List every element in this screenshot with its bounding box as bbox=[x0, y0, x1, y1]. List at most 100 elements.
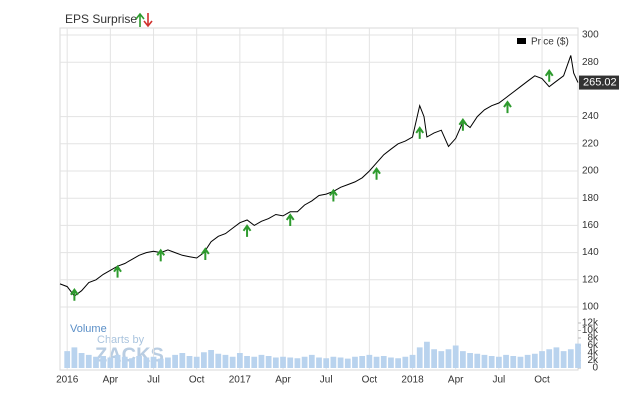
volume-bar bbox=[388, 357, 394, 368]
chart-title: EPS Surprise bbox=[65, 12, 137, 26]
eps-up-icon bbox=[135, 12, 145, 27]
legend-swatch bbox=[517, 38, 526, 44]
volume-bar bbox=[114, 354, 121, 368]
y-tick-label: 220 bbox=[582, 138, 599, 149]
x-tick-label: Jul bbox=[492, 375, 505, 386]
volume-bar bbox=[244, 356, 250, 368]
eps-arrow bbox=[503, 100, 512, 114]
y2-tick-label: 8k bbox=[587, 333, 599, 344]
volume-bar bbox=[431, 349, 437, 368]
eps-arrow bbox=[415, 126, 425, 139]
volume-bar bbox=[481, 354, 488, 368]
volume-bar bbox=[503, 354, 509, 368]
volume-bar bbox=[172, 354, 178, 368]
volume-bar bbox=[445, 349, 452, 368]
volume-bar bbox=[193, 356, 200, 368]
last-price-box bbox=[579, 75, 619, 90]
volume-bar bbox=[100, 356, 107, 368]
volume-bar bbox=[280, 356, 286, 368]
eps-arrow bbox=[70, 288, 79, 301]
legend-label: Price ($) bbox=[531, 37, 569, 48]
volume-bar bbox=[546, 349, 553, 368]
y-tick-label: 100 bbox=[582, 302, 599, 313]
volume-bar bbox=[258, 354, 265, 368]
y-tick-label: 120 bbox=[582, 274, 599, 285]
volume-bar bbox=[438, 351, 445, 368]
volume-label: Volume bbox=[70, 323, 107, 335]
y2-tick-label: 12k bbox=[582, 318, 599, 329]
y-tick-label: 160 bbox=[582, 220, 599, 231]
volume-bar bbox=[201, 352, 207, 368]
watermark: Charts by bbox=[97, 334, 145, 346]
volume-bar bbox=[373, 356, 380, 368]
eps-arrow bbox=[285, 213, 295, 226]
volume-bar bbox=[150, 356, 157, 368]
volume-bar bbox=[567, 349, 574, 368]
eps-arrow bbox=[544, 69, 554, 82]
y-tick-label: 200 bbox=[582, 166, 599, 177]
eps-arrow bbox=[242, 224, 252, 237]
volume-bar bbox=[337, 357, 344, 368]
volume-bar bbox=[143, 357, 150, 368]
volume-bar bbox=[424, 341, 430, 368]
volume-bar bbox=[474, 353, 481, 368]
volume-bar bbox=[488, 356, 495, 368]
volume-bar bbox=[272, 357, 279, 368]
x-tick-label: Jul bbox=[147, 375, 160, 386]
volume-bar bbox=[395, 358, 402, 368]
y-tick-label: 240 bbox=[582, 111, 599, 122]
volume-bar bbox=[93, 356, 99, 368]
volume-bar bbox=[330, 356, 337, 368]
volume-bar bbox=[495, 356, 502, 368]
y2-tick-label: 10k bbox=[582, 325, 599, 336]
volume-bar bbox=[157, 358, 164, 368]
x-tick-label: 2017 bbox=[229, 375, 252, 386]
volume-bar bbox=[452, 345, 459, 368]
volume-bar bbox=[316, 357, 322, 368]
volume-bar bbox=[467, 353, 473, 368]
y-tick-label: 300 bbox=[582, 30, 599, 41]
volume-bar bbox=[222, 354, 229, 368]
volume-bar bbox=[165, 357, 171, 368]
legend: Price ($) bbox=[517, 37, 569, 48]
y2-tick-label: 6k bbox=[587, 340, 599, 351]
volume-bar bbox=[129, 358, 135, 368]
x-tick-label: Oct bbox=[189, 375, 205, 386]
last-price-label: 265.02 bbox=[583, 76, 617, 88]
y-tick-label: 180 bbox=[582, 193, 599, 204]
volume-bar bbox=[215, 353, 222, 368]
volume-bar bbox=[539, 351, 545, 368]
volume-bar bbox=[510, 356, 517, 368]
volume-bar bbox=[517, 356, 524, 368]
x-tick-label: 2016 bbox=[56, 375, 79, 386]
grid bbox=[59, 27, 579, 371]
x-tick-label: Apr bbox=[275, 375, 291, 386]
volume-bar bbox=[136, 356, 143, 368]
volume-bar bbox=[460, 351, 466, 368]
volume-bar bbox=[121, 356, 128, 368]
volume-bar bbox=[323, 358, 330, 368]
volume-bar bbox=[402, 356, 409, 368]
volume-bar bbox=[301, 356, 308, 368]
x-tick-label: Apr bbox=[448, 375, 464, 386]
volume-bar bbox=[265, 356, 272, 368]
volume-bar bbox=[359, 356, 366, 368]
volume-bar bbox=[366, 354, 373, 368]
eps-down-icon bbox=[143, 13, 153, 28]
x-tick-label: 2018 bbox=[401, 375, 424, 386]
y-tick-label: 280 bbox=[582, 57, 599, 68]
eps-arrow bbox=[372, 166, 381, 180]
volume-bar bbox=[107, 357, 114, 368]
volume-bar bbox=[78, 353, 85, 368]
y2-tick-label: 4k bbox=[587, 348, 599, 359]
volume-bar bbox=[287, 357, 294, 368]
volume-bar bbox=[352, 356, 358, 368]
x-tick-label: Oct bbox=[362, 375, 378, 386]
eps-arrow bbox=[156, 248, 166, 262]
volume-bar bbox=[251, 356, 258, 368]
eps-arrow bbox=[458, 118, 468, 131]
volume-bar bbox=[416, 347, 423, 368]
y-tick-label: 140 bbox=[582, 247, 599, 258]
volume-bar bbox=[229, 356, 236, 368]
